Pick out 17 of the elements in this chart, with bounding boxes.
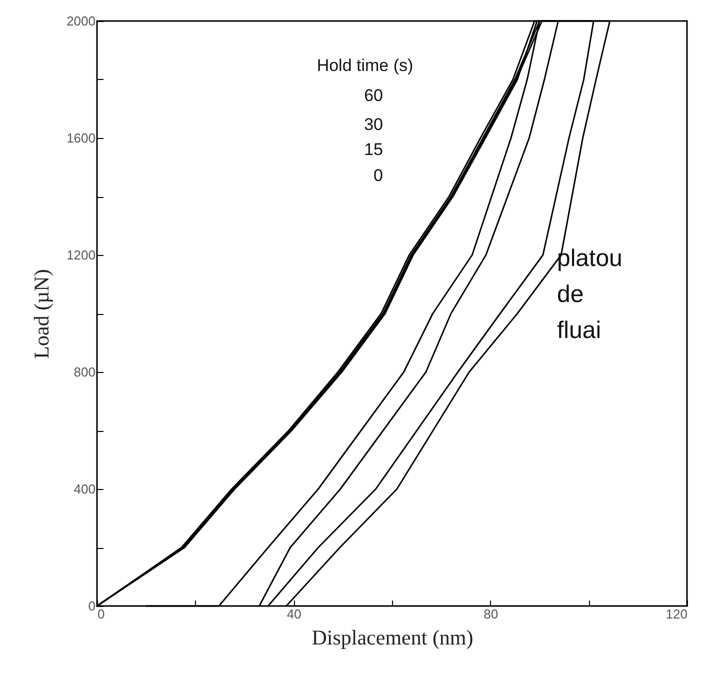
y-tick-label: 1600 bbox=[66, 130, 96, 146]
x-axis-title: Displacement (nm) bbox=[312, 626, 474, 650]
annotation: 60 bbox=[364, 86, 383, 105]
annotation: Hold time (s) bbox=[316, 56, 414, 75]
annotation: 30 bbox=[364, 115, 383, 134]
x-tick-label: 120 bbox=[666, 606, 688, 622]
x-tick-label: 40 bbox=[286, 606, 302, 622]
annotation: platou de fluai bbox=[557, 245, 622, 344]
y-tick-label: 400 bbox=[74, 482, 96, 496]
x-tick-label: 0 bbox=[98, 606, 105, 622]
annotation: 0 bbox=[374, 166, 383, 185]
y-tick-label: 1200 bbox=[66, 248, 96, 262]
annotation: 15 bbox=[364, 140, 383, 159]
y-tick-label: 2000 bbox=[66, 14, 96, 28]
x-tick-label: 80 bbox=[484, 606, 498, 622]
y-axis-title: Load (µN) bbox=[30, 269, 54, 359]
y-tick-label: 800 bbox=[74, 364, 96, 380]
